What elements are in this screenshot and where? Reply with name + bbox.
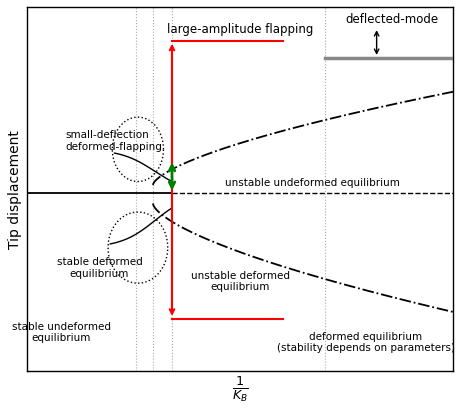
Text: stable deformed
equilibrium: stable deformed equilibrium (57, 257, 142, 279)
Text: unstable undeformed equilibrium: unstable undeformed equilibrium (225, 178, 400, 188)
Y-axis label: Tip displacement: Tip displacement (8, 130, 21, 249)
X-axis label: $\frac{1}{K_B}$: $\frac{1}{K_B}$ (232, 374, 248, 404)
Text: large-amplitude flapping: large-amplitude flapping (167, 23, 313, 36)
Text: deformed equilibrium
(stability depends on parameters): deformed equilibrium (stability depends … (277, 332, 455, 353)
Text: small-deflection
deformed-flapping: small-deflection deformed-flapping (65, 130, 162, 152)
Text: stable undeformed
equilibrium: stable undeformed equilibrium (12, 321, 110, 343)
Text: unstable deformed
equilibrium: unstable deformed equilibrium (191, 271, 290, 292)
Text: deflected-mode: deflected-mode (345, 13, 438, 25)
